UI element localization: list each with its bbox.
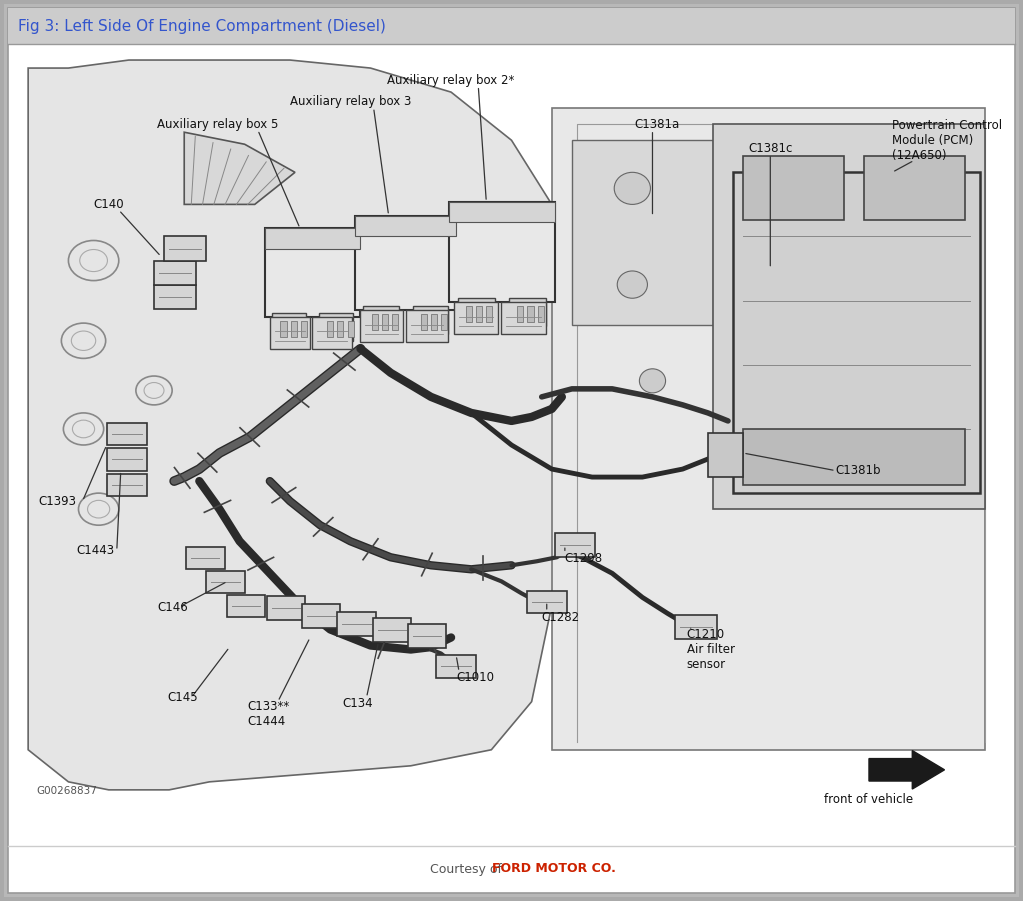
Bar xyxy=(501,302,545,334)
Bar xyxy=(302,604,341,628)
Bar xyxy=(518,306,524,323)
Bar xyxy=(864,156,965,221)
Bar xyxy=(164,236,207,260)
Text: C1298: C1298 xyxy=(565,552,603,566)
Bar xyxy=(265,229,360,316)
Bar xyxy=(270,316,310,349)
Polygon shape xyxy=(713,124,985,509)
Text: C1210
Air filter
sensor: C1210 Air filter sensor xyxy=(686,628,735,671)
Bar xyxy=(106,423,147,445)
Bar xyxy=(436,655,477,678)
Bar xyxy=(413,306,448,334)
Text: C134: C134 xyxy=(343,696,373,710)
Bar xyxy=(465,306,472,323)
Text: FORD MOTOR CO.: FORD MOTOR CO. xyxy=(492,862,616,876)
Bar xyxy=(327,321,333,337)
Text: C140: C140 xyxy=(93,198,124,211)
Bar xyxy=(441,314,447,331)
Text: Auxiliary relay box 3: Auxiliary relay box 3 xyxy=(290,96,411,108)
Text: C1381b: C1381b xyxy=(836,464,881,478)
Bar xyxy=(106,448,147,470)
Text: C1381a: C1381a xyxy=(634,118,679,131)
Bar xyxy=(106,474,147,496)
Text: C146: C146 xyxy=(158,600,188,614)
Text: Powertrain Control
Module (PCM)
(12A650): Powertrain Control Module (PCM) (12A650) xyxy=(892,119,1003,162)
Bar xyxy=(363,306,399,334)
Bar xyxy=(527,591,567,614)
Bar xyxy=(319,313,353,341)
Text: front of vehicle: front of vehicle xyxy=(825,793,914,806)
Ellipse shape xyxy=(748,175,779,202)
Bar xyxy=(406,310,448,342)
Text: Auxiliary relay box 5: Auxiliary relay box 5 xyxy=(157,118,278,131)
Bar xyxy=(355,215,456,310)
Ellipse shape xyxy=(801,393,827,417)
Bar xyxy=(154,285,196,309)
Bar xyxy=(509,298,546,326)
Bar xyxy=(291,321,297,337)
Bar xyxy=(312,316,352,349)
Bar xyxy=(186,547,224,569)
Bar xyxy=(743,429,965,485)
Bar xyxy=(537,306,543,323)
Text: Courtesy of: Courtesy of xyxy=(430,862,506,876)
Bar xyxy=(449,202,554,222)
Bar xyxy=(207,571,244,594)
Bar xyxy=(371,314,377,331)
Polygon shape xyxy=(184,132,295,205)
Bar xyxy=(301,321,307,337)
Text: C1010: C1010 xyxy=(456,671,494,684)
Bar xyxy=(708,433,743,478)
Bar xyxy=(392,314,398,331)
Bar xyxy=(360,310,403,342)
Bar xyxy=(226,595,265,617)
Bar xyxy=(528,306,534,323)
Ellipse shape xyxy=(614,172,651,205)
Bar xyxy=(454,302,498,334)
Bar xyxy=(348,321,354,337)
Text: C1393: C1393 xyxy=(38,495,76,507)
Bar xyxy=(338,321,344,337)
Ellipse shape xyxy=(617,271,648,298)
Text: Auxiliary relay box 2*: Auxiliary relay box 2* xyxy=(388,74,515,86)
Bar xyxy=(476,306,482,323)
Bar xyxy=(355,215,456,236)
Text: C145: C145 xyxy=(167,691,197,704)
Bar xyxy=(554,533,595,558)
Polygon shape xyxy=(551,108,985,750)
Bar xyxy=(272,313,306,341)
Text: C1443: C1443 xyxy=(77,544,115,558)
Bar xyxy=(338,612,375,636)
Bar xyxy=(674,615,717,639)
Bar xyxy=(457,298,494,326)
Bar xyxy=(743,156,844,221)
Bar xyxy=(449,202,554,302)
Text: Fig 3: Left Side Of Engine Compartment (Diesel): Fig 3: Left Side Of Engine Compartment (… xyxy=(18,19,386,33)
Bar xyxy=(154,260,196,285)
Bar xyxy=(382,314,388,331)
Bar xyxy=(372,618,411,642)
Bar xyxy=(420,314,427,331)
Polygon shape xyxy=(572,141,713,324)
Bar xyxy=(486,306,492,323)
Bar xyxy=(267,596,305,620)
Text: C133**
C1444: C133** C1444 xyxy=(248,700,290,728)
Polygon shape xyxy=(29,60,562,790)
Text: G00268837: G00268837 xyxy=(36,787,97,796)
Bar xyxy=(408,623,446,648)
Bar xyxy=(8,8,1015,44)
FancyArrow shape xyxy=(869,751,944,789)
Bar xyxy=(265,229,360,249)
Bar xyxy=(431,314,437,331)
Bar xyxy=(280,321,286,337)
Ellipse shape xyxy=(639,369,666,393)
Bar xyxy=(733,172,980,493)
Text: C1282: C1282 xyxy=(542,611,580,623)
Text: C1381c: C1381c xyxy=(748,141,793,155)
